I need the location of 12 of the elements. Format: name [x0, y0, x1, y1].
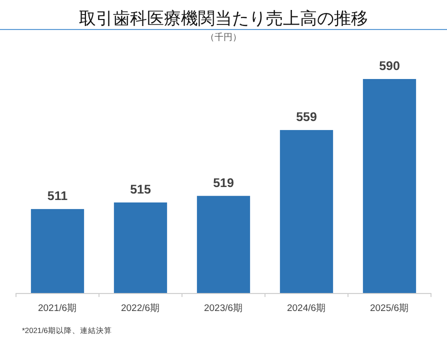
chart-subtitle: （千円） — [206, 32, 242, 42]
title: 取引歯科医療機関当たり売上高の推移 — [79, 9, 368, 28]
data-label: 519 — [213, 176, 234, 190]
x-tick-label: 2022/6期 — [120, 302, 160, 314]
x-tick-label: 2025/6期 — [370, 302, 410, 314]
x-tick-label: 2023/6期 — [204, 302, 244, 314]
x-tick-label: 2024/6期 — [286, 302, 326, 314]
x-tick-label: 2021/6期 — [38, 302, 78, 314]
data-label: 511 — [47, 189, 68, 204]
data-label: 515 — [130, 182, 151, 196]
data-label: 590 — [379, 59, 400, 73]
data-label: 559 — [296, 110, 317, 124]
